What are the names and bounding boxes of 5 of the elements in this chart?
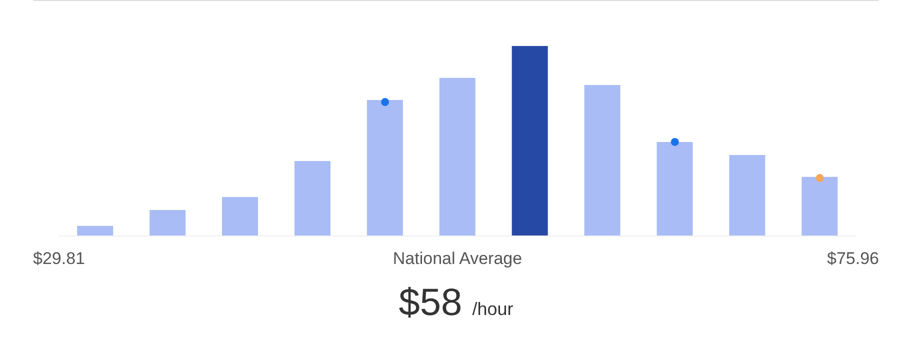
x-tick-label: $29.81 <box>33 249 85 268</box>
x-tick-label: $75.96 <box>827 249 879 268</box>
text: /hour <box>472 299 514 319</box>
text: $58 <box>398 282 462 324</box>
x-tick-label: National Average <box>392 249 522 268</box>
